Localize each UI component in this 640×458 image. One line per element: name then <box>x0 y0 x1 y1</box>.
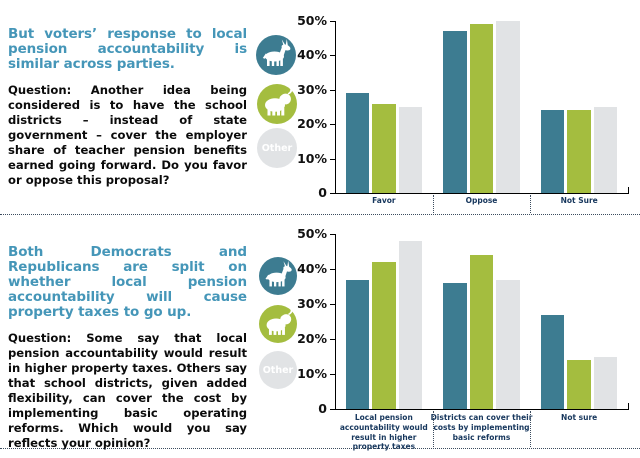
bar-republicans-3 <box>567 360 591 409</box>
y-tick-label: 40% <box>297 47 327 63</box>
y-tick <box>330 234 335 235</box>
other-label: Other <box>261 142 293 154</box>
donkey-icon <box>256 35 296 75</box>
y-tick <box>330 269 335 270</box>
question-text-bottom: Question: Some say that local pension ac… <box>8 331 247 450</box>
y-tick-label: 50% <box>297 226 327 241</box>
category-label: Districts can cover their costs by imple… <box>430 413 533 442</box>
category-separator <box>530 195 532 213</box>
bar-democrats-2 <box>443 283 467 409</box>
chart-favor-oppose: Other 50% 40% 30% 20% 10% 0 Favor Oppose Not Sur… <box>253 0 640 216</box>
y-tick-label: 0 <box>318 401 327 416</box>
chart-property-taxes: Other 50% 40% 30% 20% 10% 0 Local pension acco… <box>253 226 640 458</box>
dotted-separator <box>0 448 640 449</box>
y-tick <box>330 21 335 22</box>
category-label: Favor <box>372 196 396 205</box>
page-heading-bottom: Both Democrats and Republicans are split… <box>8 244 247 320</box>
y-axis <box>335 234 336 409</box>
bar-republicans-2 <box>469 24 494 193</box>
category-separator <box>530 411 532 447</box>
bar-other-3 <box>593 107 618 193</box>
bar-republicans-1 <box>372 262 396 409</box>
y-tick-label: 20% <box>297 331 327 346</box>
y-tick-label: 30% <box>297 296 327 311</box>
category-label: Local pension accountability would resul… <box>339 413 428 452</box>
y-tick-label: 20% <box>297 116 327 132</box>
x-axis <box>335 409 629 410</box>
other-label: Other <box>262 364 294 376</box>
x-axis-end-tick <box>628 187 629 193</box>
elephant-icon <box>257 84 297 124</box>
category-label: Not Sure <box>560 196 598 205</box>
x-axis-end-tick <box>628 403 629 409</box>
y-tick <box>330 158 335 160</box>
bar-other-1 <box>398 241 422 409</box>
y-tick-label: 40% <box>297 261 327 276</box>
y-tick <box>330 124 335 126</box>
panel-bottom-text: Both Democrats and Republicans are split… <box>8 245 247 451</box>
category-separator <box>432 195 434 213</box>
bar-republicans-3 <box>567 110 591 193</box>
y-tick-label: 50% <box>297 13 327 28</box>
y-tick <box>330 374 335 375</box>
y-axis <box>335 21 336 193</box>
question-text-top: Question: Another idea being considered … <box>8 83 247 187</box>
page-heading-top: But voters’ response to local pension ac… <box>8 26 247 72</box>
legend-democrats <box>259 257 297 295</box>
y-tick-label: 0 <box>318 185 327 200</box>
bar-democrats-2 <box>443 31 467 193</box>
bar-other-1 <box>398 107 422 193</box>
legend-republicans <box>259 305 297 343</box>
bar-democrats-1 <box>345 279 370 409</box>
legend-republicans <box>257 84 297 124</box>
y-tick <box>330 304 335 305</box>
y-tick <box>330 55 335 57</box>
bar-republicans-2 <box>469 255 494 409</box>
y-tick-label: 10% <box>297 150 327 166</box>
legend-other: Other <box>257 128 297 168</box>
y-tick <box>330 339 335 340</box>
y-tick <box>330 409 335 410</box>
dotted-separator <box>0 214 640 215</box>
bar-other-2 <box>496 279 520 409</box>
elephant-icon <box>259 305 297 343</box>
donkey-icon <box>259 257 297 295</box>
bar-republicans-1 <box>372 103 396 193</box>
y-tick-label: 30% <box>297 81 327 97</box>
bar-democrats-3 <box>541 110 565 193</box>
other-circle: Other <box>259 351 297 389</box>
other-circle: Other <box>257 128 297 168</box>
category-separator <box>432 411 434 447</box>
category-label: Oppose <box>465 196 498 205</box>
bar-other-3 <box>593 356 618 409</box>
bar-other-2 <box>496 21 520 193</box>
y-tick-label: 10% <box>297 366 327 381</box>
y-tick <box>330 89 335 91</box>
category-label: Not sure <box>561 413 598 422</box>
panel-top-text: But voters’ response to local pension ac… <box>8 27 247 188</box>
y-tick <box>330 193 335 194</box>
legend-democrats <box>256 35 296 75</box>
bar-democrats-1 <box>345 93 370 193</box>
legend-other: Other <box>259 351 297 389</box>
x-axis <box>335 193 629 194</box>
bar-democrats-3 <box>541 314 565 409</box>
